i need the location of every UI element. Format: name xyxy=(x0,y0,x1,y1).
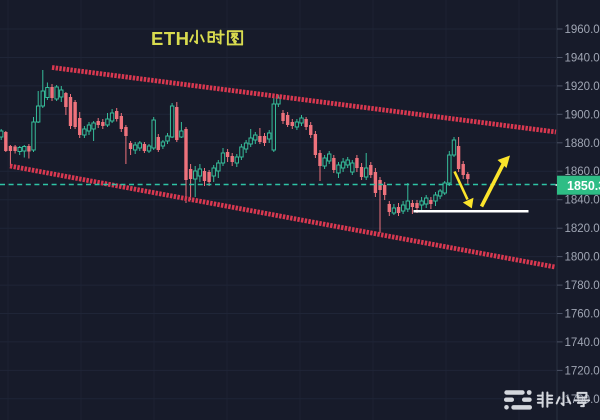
svg-text:1880.0: 1880.0 xyxy=(565,138,600,150)
svg-text:1920.0: 1920.0 xyxy=(565,81,600,93)
svg-text:1850.3: 1850.3 xyxy=(567,179,600,193)
svg-text:1740.0: 1740.0 xyxy=(565,337,600,349)
svg-text:1840.0: 1840.0 xyxy=(565,195,600,207)
svg-text:ETH: ETH xyxy=(151,28,190,49)
svg-text:1960.0: 1960.0 xyxy=(565,24,600,36)
svg-text:1900.0: 1900.0 xyxy=(565,109,600,121)
svg-text:1720.0: 1720.0 xyxy=(565,365,600,377)
svg-text:1820.0: 1820.0 xyxy=(565,223,600,235)
svg-text:1800.0: 1800.0 xyxy=(565,252,600,264)
svg-text:1940.0: 1940.0 xyxy=(565,53,600,65)
svg-text:1860.0: 1860.0 xyxy=(565,166,600,178)
svg-text:1780.0: 1780.0 xyxy=(565,280,600,292)
svg-text:1760.0: 1760.0 xyxy=(565,309,600,321)
